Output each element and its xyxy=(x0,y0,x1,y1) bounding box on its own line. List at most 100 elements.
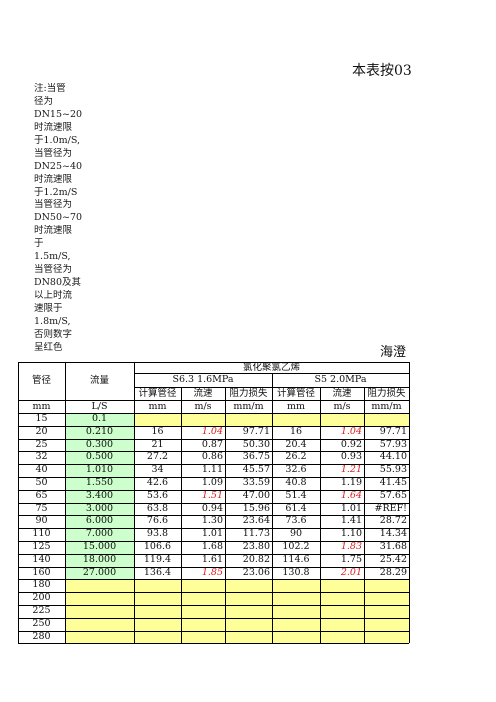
cell-velocity: 1.75 xyxy=(340,553,362,565)
cell-calc-dia: 32.6 xyxy=(285,464,307,476)
cell-head-loss: 28.29 xyxy=(379,566,407,578)
grid-line xyxy=(181,387,182,644)
cell-velocity: 1.85 xyxy=(201,566,223,578)
header-group-s5: S5 2.0MPa xyxy=(314,374,367,385)
cell-velocity: 0.92 xyxy=(340,438,362,450)
grid-line xyxy=(225,387,226,644)
unit-cell: m/s xyxy=(333,401,351,412)
header-group-s63: S6.3 1.6MPa xyxy=(172,374,234,385)
cell-calc-dia: 20.4 xyxy=(285,438,307,450)
grid-line xyxy=(18,489,409,491)
note-line: 速限于 xyxy=(34,302,63,314)
cell-head-loss xyxy=(225,630,272,644)
cell-velocity xyxy=(320,592,364,605)
cell-velocity: 1.21 xyxy=(340,464,362,476)
note-line: 当管径为 xyxy=(34,147,73,159)
cell-head-loss: 33.59 xyxy=(242,477,270,488)
grid-line xyxy=(18,477,409,478)
cell-calc-dia xyxy=(134,579,181,593)
cell-calc-dia: 27.2 xyxy=(146,451,169,463)
grid-line xyxy=(134,362,409,363)
cell-head-loss: 47.00 xyxy=(242,489,270,501)
note-line: 当管径为 xyxy=(34,264,73,276)
cell-calc-dia: 16 xyxy=(151,425,164,437)
cell-calc-dia: 119.4 xyxy=(143,553,172,565)
cell-flow: 0.500 xyxy=(65,451,134,465)
header-calc-dia: 计算管径 xyxy=(138,388,177,399)
cell-head-loss: 55.93 xyxy=(379,464,407,476)
cell-calc-dia xyxy=(272,413,320,426)
cell-dn: 20 xyxy=(35,425,48,437)
header-velocity: 流速 xyxy=(332,388,352,399)
cell-velocity: 1.51 xyxy=(201,489,223,501)
cell-flow: 6.000 xyxy=(65,515,134,529)
cell-flow xyxy=(65,592,134,605)
cell-calc-dia xyxy=(134,617,181,631)
cell-flow xyxy=(65,579,134,593)
cell-calc-dia: 21 xyxy=(151,438,164,450)
cell-calc-dia: 114.6 xyxy=(282,553,310,565)
grid-line xyxy=(134,387,409,388)
note-line: DN25~40 xyxy=(34,160,83,172)
note-line: 时流速限 xyxy=(34,173,73,185)
note-line: DN80及其 xyxy=(34,277,82,289)
cell-flow: 0.210 xyxy=(65,425,134,439)
cell-calc-dia xyxy=(272,605,320,618)
note-line: 否则数字 xyxy=(34,328,73,340)
unit-cell: mm xyxy=(148,401,167,412)
cell-calc-dia: 106.6 xyxy=(143,541,172,552)
cell-velocity xyxy=(320,617,364,631)
cell-calc-dia xyxy=(134,592,181,605)
page-title: 本表按03 xyxy=(352,63,412,79)
cell-calc-dia: 42.6 xyxy=(146,477,169,488)
cell-velocity: 1.10 xyxy=(340,528,362,540)
velocity-note: 注:当管 径为 DN15~20 时流速限 于1.0m/S, 当管径为 DN25~40 时流速限… xyxy=(34,83,96,355)
cell-velocity xyxy=(320,605,364,618)
cell-velocity: 0.94 xyxy=(201,502,223,514)
note-line: 当管径为 xyxy=(34,199,73,211)
cell-dn: 65 xyxy=(35,489,48,501)
cell-velocity: 1.41 xyxy=(340,515,362,527)
cell-calc-dia: 90 xyxy=(289,528,303,540)
cell-head-loss xyxy=(364,579,409,593)
grid-line xyxy=(18,643,409,645)
cell-head-loss: 41.45 xyxy=(379,477,407,488)
cell-head-loss: 57.65 xyxy=(379,489,407,501)
unit-cell: m/s xyxy=(194,401,212,412)
cell-head-loss xyxy=(225,592,272,605)
grid-line xyxy=(18,362,19,644)
note-line: 于1.2m/S xyxy=(34,186,78,198)
grid-line xyxy=(18,630,409,632)
header-material: 氯化聚氯乙烯 xyxy=(242,362,300,373)
header-velocity: 流速 xyxy=(193,388,213,399)
cell-velocity: 1.19 xyxy=(340,477,362,488)
cell-head-loss xyxy=(364,413,409,426)
cell-head-loss: #REF! xyxy=(374,502,407,514)
cell-velocity: 1.11 xyxy=(201,464,223,476)
note-line: 于 xyxy=(34,238,44,250)
cell-head-loss: 36.75 xyxy=(242,451,270,463)
note-line: 时流速限 xyxy=(34,121,73,133)
cell-velocity: 0.93 xyxy=(340,451,362,463)
cell-dn: 125 xyxy=(32,541,51,552)
cell-velocity xyxy=(181,617,225,631)
cell-calc-dia: 61.4 xyxy=(285,502,307,514)
cell-calc-dia xyxy=(134,605,181,618)
grid-line xyxy=(18,464,409,466)
grid-line xyxy=(18,605,409,606)
unit-cell: mm/m xyxy=(371,401,402,412)
cell-head-loss xyxy=(364,605,409,618)
unit-cell: L/S xyxy=(91,401,108,412)
cell-dn: 75 xyxy=(35,502,48,514)
grid-line xyxy=(18,502,409,504)
unit-cell: mm xyxy=(32,401,51,412)
unit-cell: mm xyxy=(286,401,306,412)
cell-dn: 225 xyxy=(32,605,51,616)
cell-calc-dia: 93.8 xyxy=(146,528,169,540)
note-line: 时流速限 xyxy=(34,225,73,237)
cell-head-loss xyxy=(225,579,272,593)
cell-calc-dia: 40.8 xyxy=(285,477,307,488)
cell-flow: 27.000 xyxy=(65,566,134,580)
cell-dn: 140 xyxy=(32,553,51,565)
note-line: DN50~70 xyxy=(34,212,83,224)
